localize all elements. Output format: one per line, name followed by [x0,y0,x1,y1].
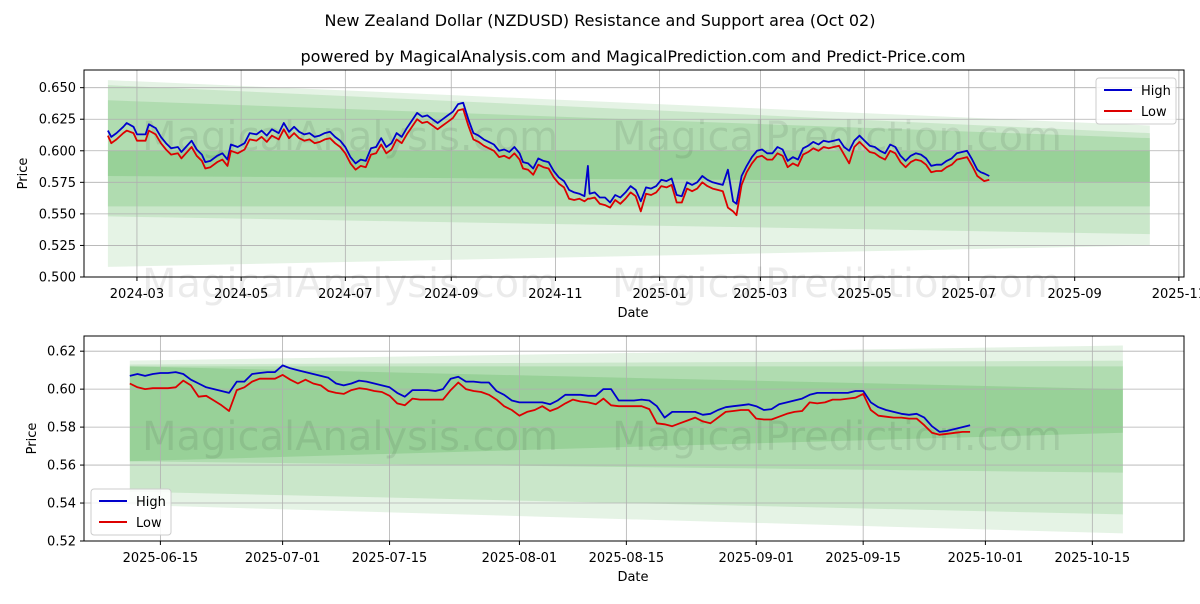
y-tick-label: 0.550 [39,207,76,222]
watermark-text: MagicalPrediction.com [612,261,1062,307]
support-resistance-band-2 [107,100,1150,207]
y-tick-label: 0.525 [39,239,76,254]
x-tick-label: 2025-10-15 [1055,551,1131,566]
chart-subtitle: powered by MagicalAnalysis.com and Magic… [300,47,965,66]
watermark-text: MagicalAnalysis.com [142,114,558,160]
x-tick-label: 2025-08-01 [482,551,558,566]
legend-label-high: High [1141,84,1171,99]
y-tick-label: 0.54 [47,497,76,512]
y-tick-label: 0.600 [39,144,76,159]
x-tick-label: 2025-05 [837,287,891,302]
y-axis-label: Price [25,423,40,455]
x-axis-label: Date [617,570,648,585]
x-tick-label: 2025-07-01 [245,551,321,566]
series-line-high [107,101,990,205]
x-tick-label: 2024-07 [318,287,372,302]
x-tick-label: 2024-11 [528,287,582,302]
plot-frame [83,335,1185,542]
legend-label-high: High [136,495,166,510]
y-tick-label: 0.500 [39,271,76,286]
series-line-low [129,374,971,436]
support-resistance-band-1 [107,85,1150,235]
watermark-text: MagicalAnalysis.com [142,414,558,460]
chart-title: New Zealand Dollar (NZDUSD) Resistance a… [325,11,876,30]
x-tick-label: 2025-11 [1152,287,1200,302]
x-tick-label: 2025-09-15 [825,551,901,566]
top-panel: MagicalAnalysis.com MagicalPrediction.com… [16,69,1200,321]
x-tick-label: 2025-10-01 [948,551,1024,566]
watermark-text: MagicalAnalysis.com [142,261,558,307]
band-group [107,80,1150,267]
legend: High Low [1095,77,1177,125]
legend-label-low: Low [1141,105,1167,120]
y-tick-label: 0.650 [39,81,76,96]
x-tick-label: 2025-07-15 [352,551,428,566]
x-tick-label: 2024-09 [424,287,478,302]
series-line-low [107,108,990,217]
grid [84,336,1184,542]
x-tick-label: 2025-07 [942,287,996,302]
x-tick-label: 2025-08-15 [589,551,665,566]
watermark-text: MagicalPrediction.com [612,414,1062,460]
watermark-text: MagicalPrediction.com [612,114,1062,160]
y-tick-label: 0.60 [47,383,76,398]
y-tick-label: 0.58 [47,421,76,436]
x-tick-label: 2024-03 [110,287,164,302]
bottom-panel: MagicalAnalysis.com MagicalPrediction.com… [25,335,1185,585]
x-axis-label: Date [617,306,648,321]
x-tick-label: 2025-06-15 [123,551,199,566]
series-line-high [129,364,971,433]
y-tick-label: 0.575 [39,176,76,191]
legend: High Low [90,488,172,536]
legend-label-low: Low [136,516,162,531]
x-tick-label: 2025-03 [733,287,787,302]
x-tick-label: 2024-05 [214,287,268,302]
x-tick-label: 2025-09 [1048,287,1102,302]
y-tick-label: 0.52 [47,535,76,550]
y-tick-label: 0.625 [39,113,76,128]
x-tick-label: 2025-01 [632,287,686,302]
plot-frame [83,69,1185,278]
y-axis-label: Price [16,158,31,190]
y-tick-label: 0.62 [47,345,76,360]
y-tick-label: 0.56 [47,459,76,474]
support-resistance-band-0 [107,80,1150,267]
x-tick-label: 2025-09-01 [718,551,794,566]
